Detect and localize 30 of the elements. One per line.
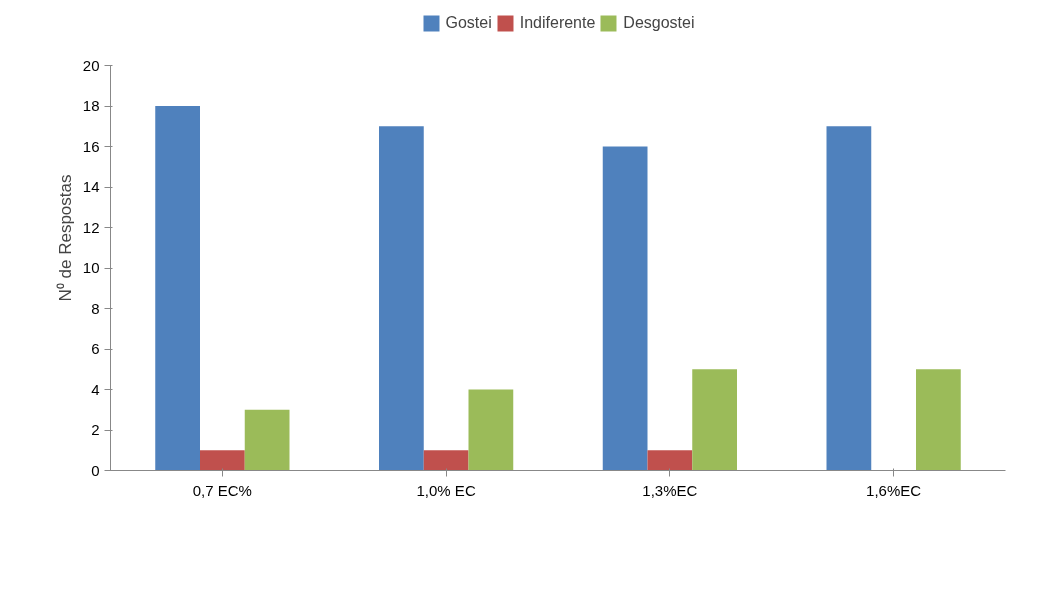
x-tick-label: 0,7 EC% [192,481,252,499]
legend-label: Desgostei [623,14,695,32]
y-tick-label: 6 [91,340,100,357]
x-tick-label: 1,3%EC [642,481,698,499]
bar [602,146,648,471]
bar [200,450,245,471]
legend-label: Indiferente [519,14,596,32]
y-tick-label: 0 [91,461,100,479]
y-tick-label: 16 [82,137,100,155]
bar [379,126,424,471]
bar [692,369,737,471]
y-tick-label: 4 [91,380,100,398]
x-tick-label: 1,0% EC [416,481,476,499]
y-tick-label: 18 [82,97,100,114]
bar [155,106,200,471]
y-axis-title: N⁰ de Respostas [55,174,75,302]
legend-label: Gostei [445,14,492,32]
bar [468,389,514,471]
y-tick-label: 12 [82,218,100,236]
bar [916,369,961,471]
y-tick-label: 20 [82,56,100,74]
y-tick-label: 8 [91,299,100,317]
y-tick-label: 10 [82,259,100,276]
y-tick-label: 14 [82,178,100,195]
bar [647,450,693,471]
bar [826,126,872,471]
x-tick-label: 1,6%EC [866,481,922,499]
bar [244,409,290,471]
bar [423,450,469,471]
y-tick-label: 2 [91,421,100,438]
